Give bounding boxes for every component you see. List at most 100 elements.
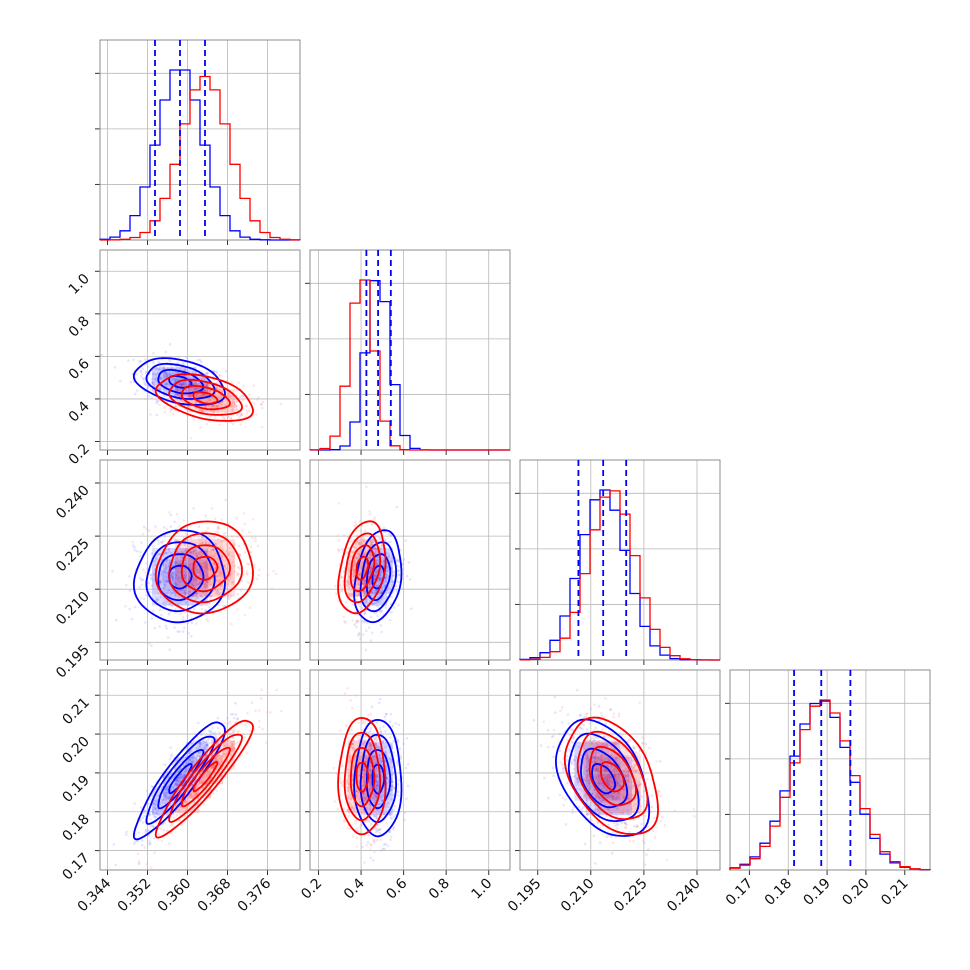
sample-point [195, 578, 198, 581]
sample-point [228, 720, 232, 724]
sample-point [363, 861, 366, 864]
sample-point [370, 540, 373, 544]
sample-point [614, 824, 617, 827]
sample-point [659, 760, 662, 763]
sample-point [158, 608, 162, 612]
sample-point [236, 717, 240, 720]
sample-point [165, 374, 169, 378]
density-cell [187, 400, 199, 407]
sample-point [236, 565, 240, 569]
sample-point [384, 575, 388, 579]
sample-point [582, 806, 585, 809]
sample-point [140, 375, 143, 378]
sample-point [227, 579, 231, 582]
sample-point [224, 410, 227, 414]
sample-point [249, 550, 252, 554]
sample-point [197, 721, 200, 725]
sample-point [260, 697, 263, 700]
sample-point [169, 746, 172, 749]
sample-point [390, 611, 393, 614]
sample-point [163, 763, 167, 766]
sample-point [234, 405, 238, 408]
density-cell [196, 390, 209, 397]
sample-point [165, 371, 168, 375]
sample-point [260, 688, 263, 691]
sample-point [230, 381, 233, 384]
sample-point [168, 511, 171, 514]
sample-point [171, 371, 174, 375]
sample-point [387, 555, 391, 558]
sample-point [175, 573, 178, 577]
sample-point [197, 525, 201, 528]
sample-point [391, 574, 395, 577]
sample-point [213, 562, 216, 565]
sample-point [384, 576, 388, 580]
sample-point [234, 405, 237, 409]
sample-point [215, 371, 219, 375]
sample-point [384, 606, 387, 609]
sample-point [612, 821, 616, 825]
sample-point [340, 576, 344, 579]
density-cell [363, 594, 370, 606]
sample-point [168, 559, 172, 562]
sample-point [628, 830, 631, 834]
sample-point [382, 563, 386, 566]
sample-point [385, 821, 389, 825]
sample-point [190, 755, 194, 759]
sample-point [232, 402, 235, 405]
sample-point [204, 561, 208, 564]
sample-point [354, 546, 358, 550]
sample-point [150, 866, 153, 869]
sample-point [389, 540, 392, 544]
sample-point [163, 604, 167, 607]
sample-point [165, 559, 168, 563]
sample-point [183, 770, 187, 773]
density-cell [353, 550, 360, 563]
sample-point [130, 617, 134, 621]
sample-point [217, 531, 220, 534]
sample-point [229, 712, 233, 716]
sample-point [381, 557, 385, 560]
sample-point [170, 570, 173, 574]
sample-point [136, 549, 139, 553]
sample-point [365, 621, 369, 624]
sample-point [189, 550, 193, 554]
sample-point [203, 388, 206, 392]
sample-point [378, 578, 382, 581]
density-cell [163, 373, 175, 379]
sample-point [339, 576, 343, 579]
sample-point [189, 551, 192, 554]
sample-point [154, 563, 157, 567]
sample-point [179, 562, 182, 566]
sample-point [238, 417, 241, 420]
sample-point [178, 382, 182, 386]
sample-point [379, 624, 383, 627]
sample-point [192, 583, 195, 587]
sample-point [210, 404, 214, 407]
sample-point [644, 742, 648, 746]
sample-point [196, 570, 200, 574]
sample-point [386, 565, 390, 568]
sample-point [383, 847, 387, 851]
sample-point [177, 602, 180, 605]
sample-point [183, 543, 186, 547]
sample-point [633, 825, 636, 828]
sample-point [558, 793, 562, 797]
sample-point [370, 590, 374, 594]
density-cell [175, 562, 187, 574]
sample-point [175, 378, 179, 382]
sample-point [217, 373, 221, 377]
sample-point [153, 377, 156, 381]
sample-point [204, 563, 207, 566]
sample-point [200, 409, 203, 413]
sample-point [371, 592, 374, 596]
sample-point [162, 374, 165, 378]
sample-point [219, 571, 223, 574]
sample-point [167, 547, 171, 551]
sample-point [379, 590, 383, 594]
sample-point [188, 563, 192, 566]
sample-point [189, 437, 193, 440]
sample-point [139, 359, 142, 363]
sample-point [640, 795, 644, 798]
sample-point [245, 570, 249, 573]
